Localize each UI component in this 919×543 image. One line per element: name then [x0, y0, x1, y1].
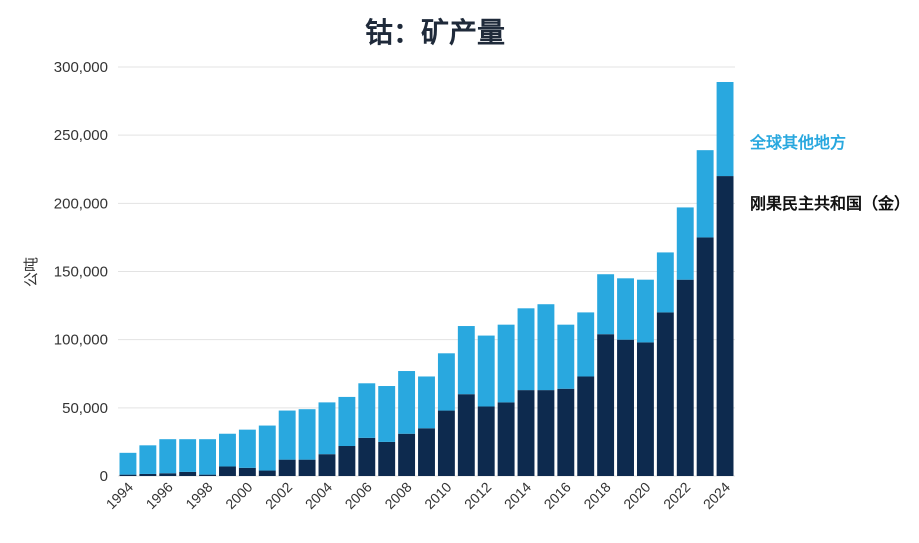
x-tick-label: 2022 [660, 479, 693, 512]
y-tick-labels: 0 50,000 100,000 150,000 200,000 250,000 300,0… [54, 59, 108, 485]
bar-drc [139, 473, 157, 476]
bar-drc [258, 470, 276, 476]
legend-label-drc: 刚果民主共和国（金） [750, 194, 910, 213]
x-tick-label: 2024 [700, 479, 733, 512]
bar-drc [457, 394, 475, 476]
bar-rest-of-world [617, 278, 634, 340]
bar-drc [159, 473, 177, 476]
bar-drc [537, 390, 555, 476]
gridlines [118, 66, 735, 477]
bar-drc [179, 471, 197, 476]
bar-rest-of-world [676, 207, 694, 280]
bars [119, 81, 734, 477]
y-tick-label: 300,000 [54, 59, 108, 76]
bar-drc [298, 459, 316, 476]
bar-rest-of-world [537, 304, 555, 391]
bar-rest-of-world [517, 308, 535, 391]
y-tick-label: 250,000 [54, 127, 108, 144]
bar-drc [477, 406, 495, 476]
bar-drc [517, 390, 535, 476]
x-tick-label: 2012 [461, 479, 494, 512]
bar-rest-of-world [716, 81, 734, 177]
bar-rest-of-world [656, 252, 674, 313]
bar-rest-of-world [179, 439, 197, 472]
bar-drc [318, 454, 336, 476]
bar-rest-of-world [238, 429, 256, 468]
bar-rest-of-world [418, 376, 435, 429]
x-tick-label: 2002 [262, 479, 295, 512]
x-tick-label: 2006 [342, 479, 375, 512]
bar-drc [557, 388, 575, 476]
bar-rest-of-world [298, 409, 316, 460]
bar-rest-of-world [597, 274, 615, 335]
x-tick-label: 1998 [182, 479, 215, 512]
bar-drc [278, 459, 296, 476]
bar-drc [219, 466, 236, 476]
bar-rest-of-world [457, 326, 475, 395]
bar-rest-of-world [119, 452, 137, 475]
bar-drc [696, 237, 714, 476]
bar-rest-of-world [258, 425, 276, 471]
bar-rest-of-world [577, 312, 595, 377]
bar-rest-of-world [318, 402, 336, 455]
bar-rest-of-world [139, 445, 157, 474]
bar-drc [656, 312, 674, 476]
bar-rest-of-world [696, 150, 714, 238]
x-tick-label: 2004 [302, 479, 335, 512]
bar-drc [119, 474, 137, 476]
legend-label-rest-of-world: 全球其他地方 [749, 133, 846, 152]
y-tick-label: 150,000 [54, 264, 108, 281]
bar-drc [437, 410, 455, 476]
x-tick-label: 2010 [421, 479, 454, 512]
bar-rest-of-world [219, 433, 236, 467]
bar-drc [617, 339, 634, 476]
x-tick-labels: 1994 1996 1998 2000 2002 2004 2006 2008 2010 2012… [103, 479, 734, 512]
bar-rest-of-world [557, 324, 575, 389]
bar-drc [418, 428, 435, 476]
bar-drc [577, 376, 595, 476]
bar-drc [199, 474, 217, 476]
chart-title: 钴：矿产量 [365, 16, 505, 49]
bar-drc [358, 437, 376, 476]
x-tick-label: 2018 [580, 479, 613, 512]
x-tick-label: 1996 [143, 479, 176, 512]
x-tick-label: 2020 [620, 479, 653, 512]
y-tick-label: 50,000 [62, 400, 108, 417]
x-tick-label: 2000 [222, 479, 255, 512]
bar-drc [238, 467, 256, 476]
bar-drc [497, 402, 515, 476]
bar-drc [398, 433, 416, 476]
bar-rest-of-world [398, 371, 416, 434]
bar-rest-of-world [437, 353, 455, 411]
bar-rest-of-world [159, 439, 177, 474]
y-axis-label: 公吨 [22, 257, 40, 287]
bar-drc [636, 342, 654, 476]
bar-rest-of-world [278, 410, 296, 460]
bar-drc [338, 446, 356, 476]
bar-rest-of-world [497, 324, 515, 403]
y-tick-label: 100,000 [54, 332, 108, 349]
bar-rest-of-world [636, 279, 654, 343]
bar-rest-of-world [378, 386, 396, 442]
bar-drc [676, 279, 694, 476]
y-tick-label: 0 [100, 468, 108, 485]
bar-drc [378, 441, 396, 476]
bar-drc [716, 176, 734, 477]
y-tick-label: 200,000 [54, 195, 108, 212]
bar-rest-of-world [477, 335, 495, 407]
x-tick-label: 2016 [541, 479, 574, 512]
bar-rest-of-world [338, 396, 356, 447]
x-tick-label: 2008 [381, 479, 414, 512]
x-tick-label: 2014 [501, 479, 534, 512]
bar-rest-of-world [199, 439, 217, 475]
bar-rest-of-world [358, 383, 376, 438]
bar-drc [597, 334, 615, 476]
